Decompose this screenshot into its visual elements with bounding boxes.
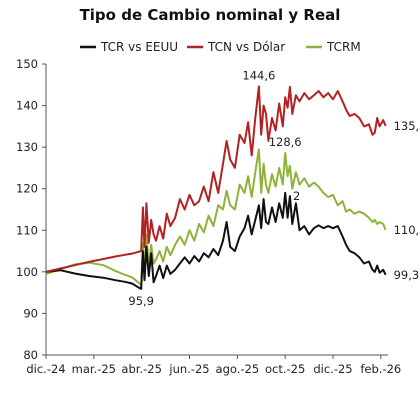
- legend: TCR vs EEUU TCN vs Dólar TCRM: [80, 40, 361, 54]
- x-tick-label: ago.-25: [216, 362, 260, 376]
- series-line-tcr-vs-eeuu: [45, 191, 387, 290]
- x-tick-label: jun.-25: [168, 362, 209, 376]
- x-tick-label: abr.-25: [121, 362, 161, 376]
- data-label: 135,1: [394, 119, 420, 133]
- chart-title: Tipo de Cambio nominal y Real: [80, 6, 341, 24]
- y-tick-label: 140: [16, 99, 38, 113]
- y-tick-label: 90: [23, 306, 38, 320]
- data-label: 110,1: [394, 223, 420, 237]
- y-tick-label: 120: [16, 182, 38, 196]
- series-lines: [45, 85, 387, 290]
- y-tick-label: 110: [16, 223, 38, 237]
- y-tick-label: 130: [16, 140, 38, 154]
- data-label: 2: [293, 189, 300, 203]
- y-tick-label: 80: [23, 348, 38, 362]
- data-label: 99,3: [394, 268, 420, 282]
- legend-label: TCRM: [326, 40, 361, 54]
- annotations: 144,6 128,6 2 95,9 135,1 110,1 99,3: [128, 68, 420, 307]
- legend-label: TCN vs Dólar: [207, 40, 285, 54]
- x-tick-label: dic.-24: [26, 362, 65, 376]
- data-label: 144,6: [242, 68, 275, 82]
- legend-label: TCR vs EEUU: [100, 40, 178, 54]
- data-label: 128,6: [269, 135, 302, 149]
- x-tick-label: dic.-25: [313, 362, 352, 376]
- x-tick-label: mar.-25: [72, 362, 116, 376]
- axes: 80 90 100 110 120 130 140 150 dic.-24 mar.-25 abr.…: [16, 57, 401, 376]
- x-tick-label: oct.-25: [265, 362, 305, 376]
- y-tick-label: 150: [16, 57, 38, 71]
- data-label: 95,9: [128, 294, 154, 308]
- series-line-tcn-vs-d-lar: [45, 85, 387, 273]
- y-tick-label: 100: [16, 265, 38, 279]
- x-tick-label: feb.-26: [360, 362, 401, 376]
- series-line-tcrm: [45, 148, 387, 287]
